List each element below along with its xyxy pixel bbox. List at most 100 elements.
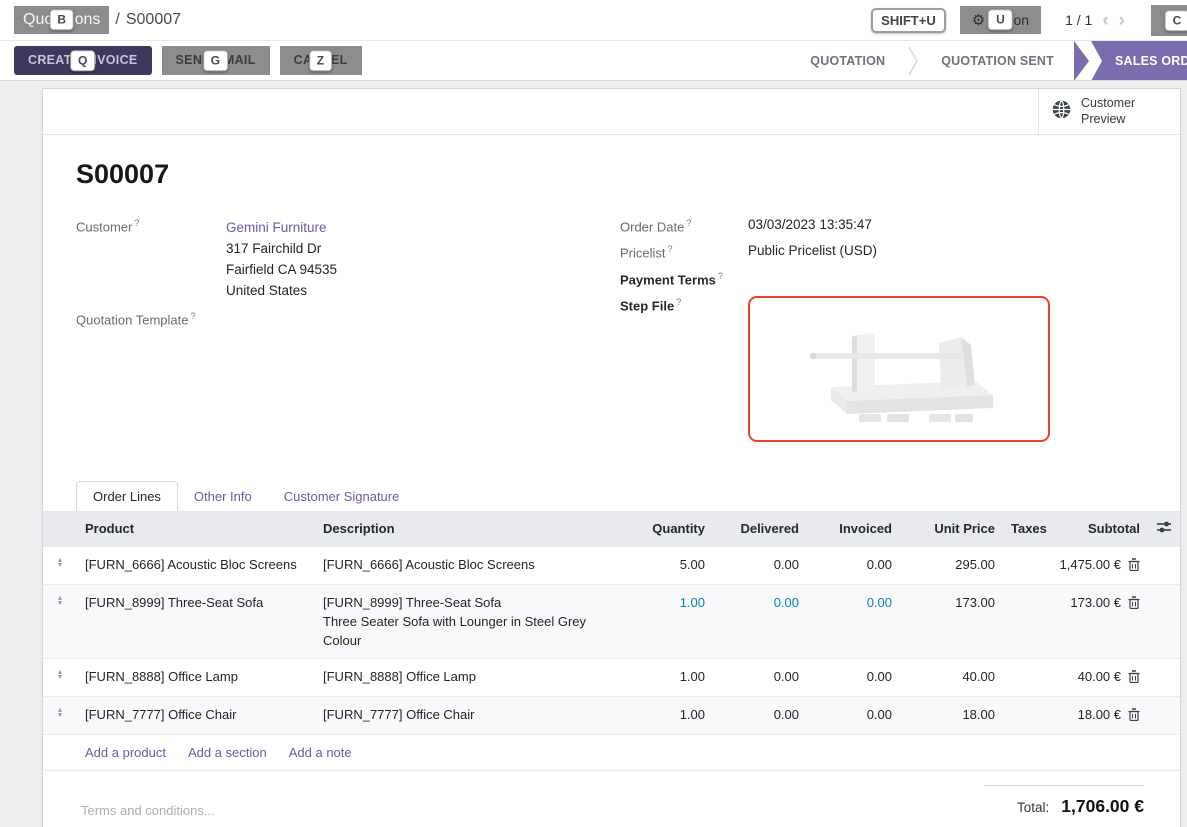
- cell-quantity[interactable]: 5.00: [679, 556, 705, 572]
- customer-field-label: Customer?: [76, 218, 140, 235]
- drag-handle-icon[interactable]: ▲ ▼: [56, 706, 64, 719]
- action-menu-button[interactable]: ⚙ Action U: [959, 6, 1042, 34]
- cell-delivered[interactable]: 0.00: [773, 668, 799, 684]
- column-header-invoiced[interactable]: Invoiced: [807, 510, 900, 547]
- column-header-subtotal[interactable]: Subtotal: [1043, 510, 1148, 547]
- tab-order-lines[interactable]: Order Lines: [76, 480, 178, 511]
- cutoff-overlay-element[interactable]: C: [1151, 5, 1187, 36]
- totals-block: Total: 1,706.00 €: [984, 784, 1144, 818]
- status-arrow-tip: [1074, 41, 1089, 80]
- cell-quantity[interactable]: 1.00: [679, 668, 705, 684]
- help-question-icon: ?: [717, 270, 723, 281]
- cell-quantity[interactable]: 1.00: [679, 594, 705, 610]
- cell-product[interactable]: [FURN_8888] Office Lamp: [85, 668, 238, 684]
- add-product-link[interactable]: Add a product: [85, 744, 166, 760]
- create-invoice-button[interactable]: CREATE INVOICE Q: [14, 46, 152, 75]
- delete-row-icon[interactable]: [1128, 669, 1140, 688]
- table-row[interactable]: ▲ ▼ [FURN_8888] Office Lamp [FURN_8888] O…: [43, 658, 1180, 696]
- pricelist-field-value[interactable]: Public Pricelist (USD): [748, 243, 878, 259]
- delete-row-icon[interactable]: [1128, 557, 1140, 576]
- status-step-quotation[interactable]: QUOTATION: [810, 54, 886, 68]
- sheet-button-strip: Customer Preview: [43, 89, 1180, 135]
- cell-unit-price[interactable]: 40.00: [962, 668, 995, 684]
- drag-handle-icon[interactable]: ▲ ▼: [56, 556, 64, 569]
- breadcrumb: Quotations B / S00007: [14, 6, 181, 34]
- cell-invoiced[interactable]: 0.00: [866, 706, 892, 722]
- breadcrumb-quotations[interactable]: Quotations B: [14, 6, 110, 34]
- cell-unit-price[interactable]: 295.00: [955, 556, 995, 572]
- table-row[interactable]: ▲ ▼ [FURN_7777] Office Chair [FURN_7777] …: [43, 696, 1180, 734]
- cell-taxes[interactable]: [1003, 546, 1043, 584]
- sales-order-sheet: Customer Preview S00007 Customer? Gemini…: [42, 88, 1181, 827]
- cell-description[interactable]: [FURN_8999] Three-Seat Sofa Three Seater …: [323, 594, 587, 648]
- right-field-column: Order Date? 03/03/2023 13:35:47 Pricelis…: [620, 217, 1144, 451]
- order-date-field-value[interactable]: 03/03/2023 13:35:47: [748, 217, 872, 232]
- help-question-icon: ?: [676, 296, 682, 307]
- left-field-column: Customer? Gemini Furniture 317 Fairchild…: [76, 217, 600, 451]
- pager-next-icon[interactable]: ›: [1118, 9, 1125, 31]
- add-note-link[interactable]: Add a note: [288, 744, 352, 760]
- cell-description[interactable]: [FURN_7777] Office Chair: [323, 706, 475, 722]
- statusbar: QUOTATION QUOTATION SENT SALES ORDER: [790, 41, 1187, 80]
- step-file-image[interactable]: [748, 295, 1050, 442]
- keyboard-hint-action: U: [988, 9, 1013, 31]
- cell-taxes[interactable]: [1003, 658, 1043, 696]
- cell-description[interactable]: [FURN_6666] Acoustic Bloc Screens: [323, 556, 535, 572]
- help-question-icon: ?: [667, 244, 673, 255]
- keyboard-hint-create-invoice: Q: [69, 49, 96, 72]
- cell-product[interactable]: [FURN_7777] Office Chair: [85, 706, 237, 722]
- table-row[interactable]: ▲ ▼ [FURN_6666] Acoustic Bloc Screens [FU…: [43, 546, 1180, 584]
- column-header-product[interactable]: Product: [77, 510, 315, 547]
- cell-taxes[interactable]: [1003, 584, 1043, 658]
- cell-delivered[interactable]: 0.00: [773, 706, 799, 722]
- table-row[interactable]: ▲ ▼ [FURN_8999] Three-Seat Sofa [FURN_899…: [43, 584, 1180, 659]
- cell-quantity[interactable]: 1.00: [679, 706, 705, 722]
- customer-preview-label: Customer Preview: [1081, 95, 1136, 126]
- pager: 1 / 1 ‹ ›: [1065, 11, 1125, 30]
- keyboard-hint-shift-u: SHIFT+U: [871, 7, 946, 33]
- cell-delivered[interactable]: 0.00: [773, 556, 799, 572]
- cell-subtotal: 40.00 €: [1043, 658, 1148, 696]
- cell-invoiced[interactable]: 0.00: [866, 594, 892, 610]
- cell-invoiced[interactable]: 0.00: [866, 556, 892, 572]
- column-header-quantity[interactable]: Quantity: [621, 510, 713, 547]
- tab-customer-signature[interactable]: Customer Signature: [283, 488, 400, 504]
- sheet-footer: Terms and conditions... Total: 1,706.00 …: [76, 784, 1144, 827]
- column-header-unit-price[interactable]: Unit Price: [900, 510, 1003, 547]
- delete-row-icon[interactable]: [1128, 707, 1140, 726]
- column-header-delivered[interactable]: Delivered: [713, 510, 807, 547]
- terms-and-conditions-input[interactable]: Terms and conditions...: [81, 802, 215, 818]
- quotation-template-field-label: Quotation Template?: [76, 311, 196, 328]
- keyboard-hint-send-email: G: [202, 49, 229, 72]
- customer-link[interactable]: Gemini Furniture: [226, 220, 327, 235]
- globe-icon: [1051, 99, 1072, 125]
- cell-unit-price[interactable]: 18.00: [962, 706, 995, 722]
- customer-address-line: United States: [226, 283, 308, 298]
- cell-unit-price[interactable]: 173.00: [955, 594, 995, 610]
- optional-columns-icon[interactable]: [1148, 510, 1180, 547]
- cell-taxes[interactable]: [1003, 696, 1043, 734]
- status-step-quotation-sent[interactable]: QUOTATION SENT: [941, 54, 1054, 68]
- breadcrumb-separator: /: [115, 11, 120, 28]
- delete-row-icon[interactable]: [1128, 595, 1140, 614]
- tab-other-info[interactable]: Other Info: [193, 488, 252, 504]
- drag-handle-icon[interactable]: ▲ ▼: [56, 668, 64, 681]
- gear-icon: ⚙: [971, 11, 986, 29]
- help-question-icon: ?: [134, 218, 140, 228]
- customer-preview-button[interactable]: Customer Preview: [1038, 89, 1180, 134]
- cancel-button[interactable]: CANCEL Z: [279, 46, 362, 75]
- status-step-sales-order[interactable]: SALES ORDER: [1091, 41, 1187, 80]
- column-header-taxes[interactable]: Taxes: [1003, 510, 1047, 547]
- cell-product[interactable]: [FURN_6666] Acoustic Bloc Screens: [85, 556, 297, 572]
- column-header-description[interactable]: Description: [315, 510, 621, 547]
- send-email-button[interactable]: SEND EMAIL G: [161, 46, 270, 75]
- status-chevron-icon: [907, 41, 919, 80]
- cell-delivered[interactable]: 0.00: [773, 594, 799, 610]
- add-section-link[interactable]: Add a section: [187, 744, 267, 760]
- drag-handle-icon[interactable]: ▲ ▼: [56, 594, 64, 607]
- cell-product[interactable]: [FURN_8999] Three-Seat Sofa: [85, 594, 264, 610]
- cell-description[interactable]: [FURN_8888] Office Lamp: [323, 668, 476, 684]
- cell-invoiced[interactable]: 0.00: [866, 668, 892, 684]
- pager-prev-icon[interactable]: ‹: [1102, 9, 1109, 31]
- step-file-field-label: Step File?: [620, 296, 682, 314]
